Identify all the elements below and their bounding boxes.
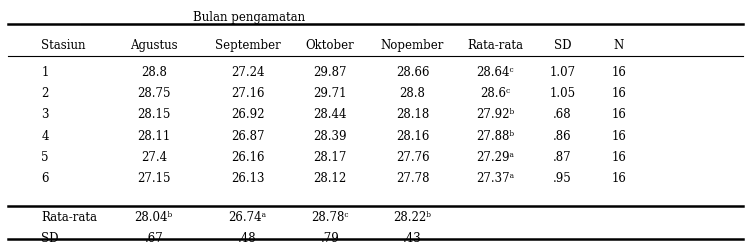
Text: September: September xyxy=(214,39,280,52)
Text: Stasiun: Stasiun xyxy=(41,39,86,52)
Text: 3: 3 xyxy=(41,108,49,121)
Text: Agustus: Agustus xyxy=(130,39,178,52)
Text: 1: 1 xyxy=(41,66,49,79)
Text: 27.92ᵇ: 27.92ᵇ xyxy=(476,108,514,121)
Text: 27.76: 27.76 xyxy=(396,151,429,164)
Text: 28.22ᵇ: 28.22ᵇ xyxy=(394,211,431,224)
Text: 16: 16 xyxy=(611,130,626,142)
Text: Oktober: Oktober xyxy=(306,39,354,52)
Text: 16: 16 xyxy=(611,87,626,100)
Text: 28.8: 28.8 xyxy=(400,87,425,100)
Text: 28.66: 28.66 xyxy=(396,66,429,79)
Text: 28.18: 28.18 xyxy=(396,108,429,121)
Text: 29.71: 29.71 xyxy=(314,87,346,100)
Text: 28.12: 28.12 xyxy=(314,172,346,185)
Text: SD: SD xyxy=(554,39,572,52)
Text: 26.87: 26.87 xyxy=(231,130,264,142)
Text: 27.29ᵃ: 27.29ᵃ xyxy=(476,151,514,164)
Text: 28.78ᶜ: 28.78ᶜ xyxy=(311,211,349,224)
Text: 27.78: 27.78 xyxy=(396,172,429,185)
Text: 28.11: 28.11 xyxy=(137,130,170,142)
Text: 28.75: 28.75 xyxy=(137,87,170,100)
Text: .43: .43 xyxy=(404,232,422,244)
Text: 29.87: 29.87 xyxy=(314,66,346,79)
Text: N: N xyxy=(614,39,624,52)
Text: .48: .48 xyxy=(238,232,256,244)
Text: .79: .79 xyxy=(321,232,339,244)
Text: .87: .87 xyxy=(554,151,572,164)
Text: 4: 4 xyxy=(41,130,49,142)
Text: 2: 2 xyxy=(41,87,49,100)
Text: 28.64ᶜ: 28.64ᶜ xyxy=(476,66,514,79)
Text: 27.4: 27.4 xyxy=(141,151,166,164)
Text: 28.8: 28.8 xyxy=(141,66,166,79)
Text: 28.16: 28.16 xyxy=(396,130,429,142)
Text: 5: 5 xyxy=(41,151,49,164)
Text: .68: .68 xyxy=(554,108,572,121)
Text: SD: SD xyxy=(41,232,58,244)
Text: Rata-rata: Rata-rata xyxy=(467,39,523,52)
Text: 28.04ᵇ: 28.04ᵇ xyxy=(135,211,172,224)
Text: 27.88ᵇ: 27.88ᵇ xyxy=(476,130,514,142)
Text: 27.24: 27.24 xyxy=(231,66,264,79)
Text: Nopember: Nopember xyxy=(381,39,444,52)
Text: 26.13: 26.13 xyxy=(231,172,264,185)
Text: 26.74ᵃ: 26.74ᵃ xyxy=(229,211,266,224)
Text: 28.39: 28.39 xyxy=(314,130,346,142)
Text: .95: .95 xyxy=(553,172,572,185)
Text: 28.17: 28.17 xyxy=(314,151,346,164)
Text: 27.15: 27.15 xyxy=(137,172,170,185)
Text: .67: .67 xyxy=(144,232,164,244)
Text: 6: 6 xyxy=(41,172,49,185)
Text: 1.07: 1.07 xyxy=(550,66,575,79)
Text: 16: 16 xyxy=(611,151,626,164)
Text: 16: 16 xyxy=(611,108,626,121)
Text: 26.16: 26.16 xyxy=(231,151,264,164)
Text: 27.16: 27.16 xyxy=(231,87,264,100)
Text: 1.05: 1.05 xyxy=(550,87,575,100)
Text: 28.6ᶜ: 28.6ᶜ xyxy=(480,87,510,100)
Text: Rata-rata: Rata-rata xyxy=(41,211,98,224)
Text: 28.44: 28.44 xyxy=(314,108,346,121)
Text: 28.15: 28.15 xyxy=(137,108,170,121)
Text: .86: .86 xyxy=(554,130,572,142)
Text: 27.37ᵃ: 27.37ᵃ xyxy=(476,172,514,185)
Text: 16: 16 xyxy=(611,172,626,185)
Text: Bulan pengamatan: Bulan pengamatan xyxy=(193,11,305,24)
Text: 16: 16 xyxy=(611,66,626,79)
Text: 26.92: 26.92 xyxy=(231,108,264,121)
